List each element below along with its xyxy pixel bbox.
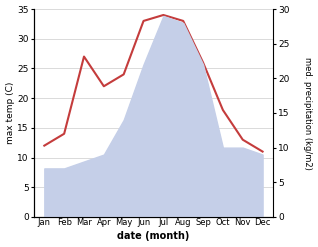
X-axis label: date (month): date (month) bbox=[117, 231, 190, 242]
Y-axis label: med. precipitation (kg/m2): med. precipitation (kg/m2) bbox=[303, 57, 313, 169]
Y-axis label: max temp (C): max temp (C) bbox=[5, 82, 15, 144]
